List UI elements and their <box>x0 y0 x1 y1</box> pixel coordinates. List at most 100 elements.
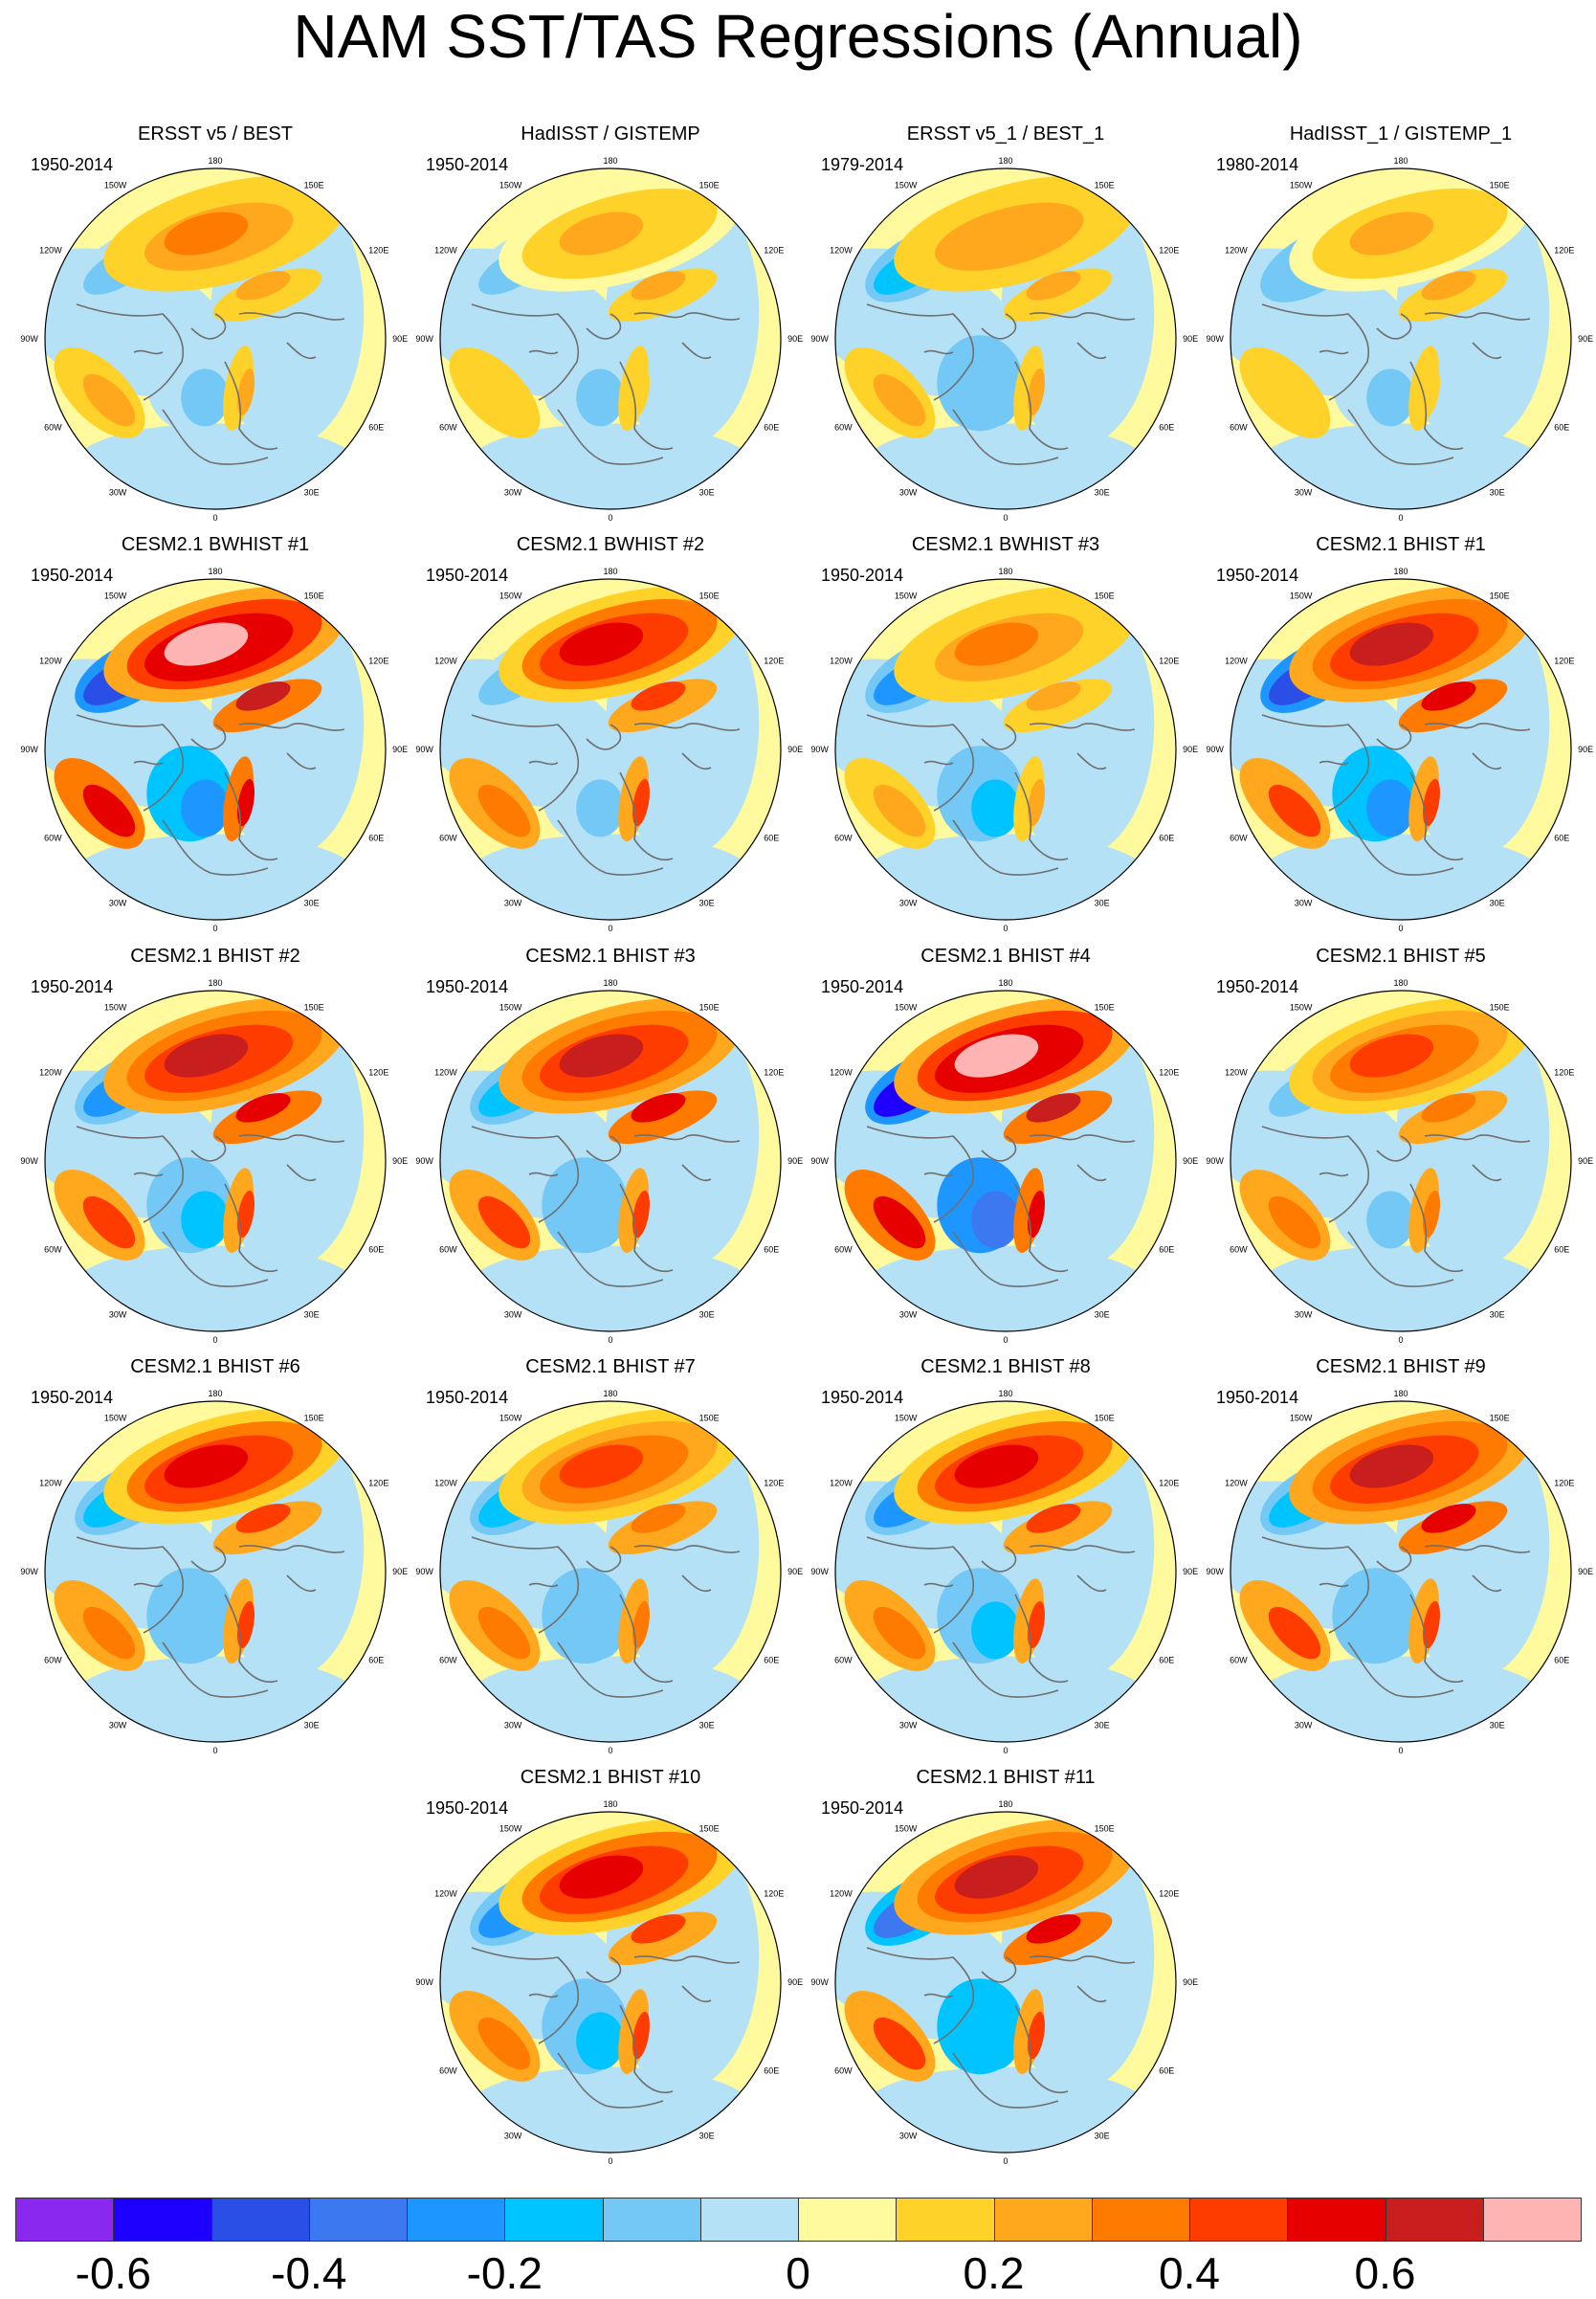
longitude-label: 180 <box>603 978 617 988</box>
field-contour <box>631 1093 686 1123</box>
longitude-label: 30E <box>699 2131 715 2140</box>
coastline <box>1409 361 1464 450</box>
longitude-label: 0 <box>608 924 612 933</box>
polar-map: 180 0 150W 150E 120W 120E 90W 90E 60W 60E 30W 30E <box>415 1799 803 2166</box>
coastline <box>981 1956 1017 1983</box>
longitude-label: 150W <box>499 181 522 190</box>
field-contour <box>72 1245 359 1331</box>
longitude-label: 60W <box>834 423 853 433</box>
longitude-label: 120W <box>39 656 62 665</box>
longitude-label: 150E <box>1490 1414 1510 1423</box>
coastline <box>981 724 1017 750</box>
coastline <box>866 303 974 401</box>
map-outline <box>1230 167 1572 510</box>
longitude-label: 150W <box>104 591 127 601</box>
field-contour <box>1026 271 1081 301</box>
coastline <box>133 1582 164 1588</box>
longitude-label: 120W <box>830 1067 853 1077</box>
polar-map: 180 0 150W 150E 120W 120E 90W 90E 60W 60E 30W 30E <box>415 978 803 1345</box>
longitude-label: 90W <box>20 745 38 754</box>
map-outline <box>44 1400 387 1743</box>
longitude-label: 90W <box>810 1977 829 1987</box>
coastline <box>633 1955 741 1964</box>
field-contour <box>559 212 644 256</box>
longitude-label: 30E <box>1490 1720 1505 1730</box>
polar-map: 180 0 150W 150E 120W 120E 90W 90E 60W 60E 30W 30E <box>415 567 803 933</box>
coastline <box>981 1135 1017 1162</box>
longitude-label: 0 <box>1003 2156 1008 2166</box>
coastline <box>1347 1231 1454 1287</box>
coastline <box>1076 752 1107 770</box>
coastline <box>586 1546 622 1573</box>
map-panel: CESM2.1 BHIST #6 1950-2014 180 0 150W 150E 120… <box>19 1355 411 1757</box>
longitude-label: 90E <box>787 334 803 344</box>
coastline <box>1472 752 1502 770</box>
longitude-label: 30W <box>1295 898 1313 907</box>
coastline <box>1424 1545 1531 1553</box>
colorbar-cell <box>113 2198 212 2242</box>
field-contour <box>631 1914 686 1944</box>
polar-map: 180 0 150W 150E 120W 120E 90W 90E 60W 60E 30W 30E <box>810 1389 1198 1755</box>
field-contour <box>576 368 625 427</box>
panel-title: CESM2.1 BWHIST #3 <box>911 534 1100 555</box>
longitude-label: 60E <box>1554 423 1569 433</box>
figure-title: NAM SST/TAS Regressions (Annual) <box>293 2 1303 71</box>
longitude-label: 90E <box>1578 334 1593 344</box>
field-contour <box>954 1855 1039 1899</box>
coastline <box>528 1993 559 1998</box>
coastline <box>1261 1126 1369 1223</box>
longitude-label: 30E <box>699 487 715 497</box>
coastline <box>923 1582 954 1588</box>
field-contour <box>559 1855 644 1899</box>
longitude-label: 60E <box>368 1656 384 1665</box>
coastline <box>586 1956 622 1983</box>
coastline <box>286 752 317 770</box>
coastline <box>1319 1582 1349 1588</box>
coastline <box>1261 1536 1369 1634</box>
panel-title: CESM2.1 BHIST #1 <box>1316 534 1486 555</box>
polar-map: 180 0 150W 150E 120W 120E 90W 90E 60W 60E 30W 30E <box>415 156 803 523</box>
longitude-label: 60E <box>764 2066 779 2076</box>
field-contour <box>82 784 136 837</box>
panel-period: 1950-2014 <box>31 566 114 585</box>
panel-title: CESM2.1 BHIST #10 <box>520 1767 701 1788</box>
panel-period: 1950-2014 <box>426 1388 509 1407</box>
field-contour <box>873 784 926 837</box>
longitude-label: 90W <box>1206 1567 1224 1576</box>
field-contour <box>237 1600 255 1649</box>
longitude-label: 180 <box>1393 156 1408 166</box>
colorbar-cell <box>602 2198 701 2242</box>
field-contour <box>1366 1601 1415 1660</box>
panel-period: 1979-2014 <box>821 155 904 174</box>
coastline <box>681 752 712 770</box>
coastline <box>238 312 345 321</box>
polar-map: 180 0 150W 150E 120W 120E 90W 90E 60W 60E 30W 30E <box>20 567 408 933</box>
longitude-label: 120E <box>1159 1478 1179 1487</box>
colorbar-cell <box>699 2198 800 2242</box>
longitude-label: 60E <box>764 1245 779 1255</box>
panel-period: 1950-2014 <box>426 155 509 174</box>
longitude-label: 60E <box>1159 2066 1174 2076</box>
longitude-label: 60E <box>1159 1245 1174 1255</box>
coastline <box>1472 342 1502 360</box>
field-contour <box>1349 622 1434 666</box>
longitude-label: 90W <box>810 1567 829 1576</box>
field-contour <box>1257 834 1544 920</box>
field-contour <box>954 212 1039 256</box>
coastline <box>528 349 559 355</box>
field-contour <box>971 1191 1020 1249</box>
longitude-label: 90W <box>20 1567 38 1576</box>
coastline <box>633 1545 741 1553</box>
field-contour <box>82 1195 136 1249</box>
longitude-label: 150W <box>895 1824 918 1834</box>
field-contour <box>1257 423 1544 509</box>
colorbar-cell <box>15 2198 115 2242</box>
map-panel: CESM2.1 BWHIST #3 1950-2014 180 0 150W 150E 12… <box>809 533 1202 935</box>
longitude-label: 90E <box>1183 745 1198 754</box>
colorbar-tick-label: -0.4 <box>271 2248 347 2298</box>
colorbar-tick-label: 0.6 <box>1354 2248 1416 2298</box>
coastline <box>923 1172 954 1177</box>
longitude-label: 120W <box>830 1888 853 1898</box>
map-outline <box>439 1400 782 1743</box>
coastline <box>981 313 1017 340</box>
